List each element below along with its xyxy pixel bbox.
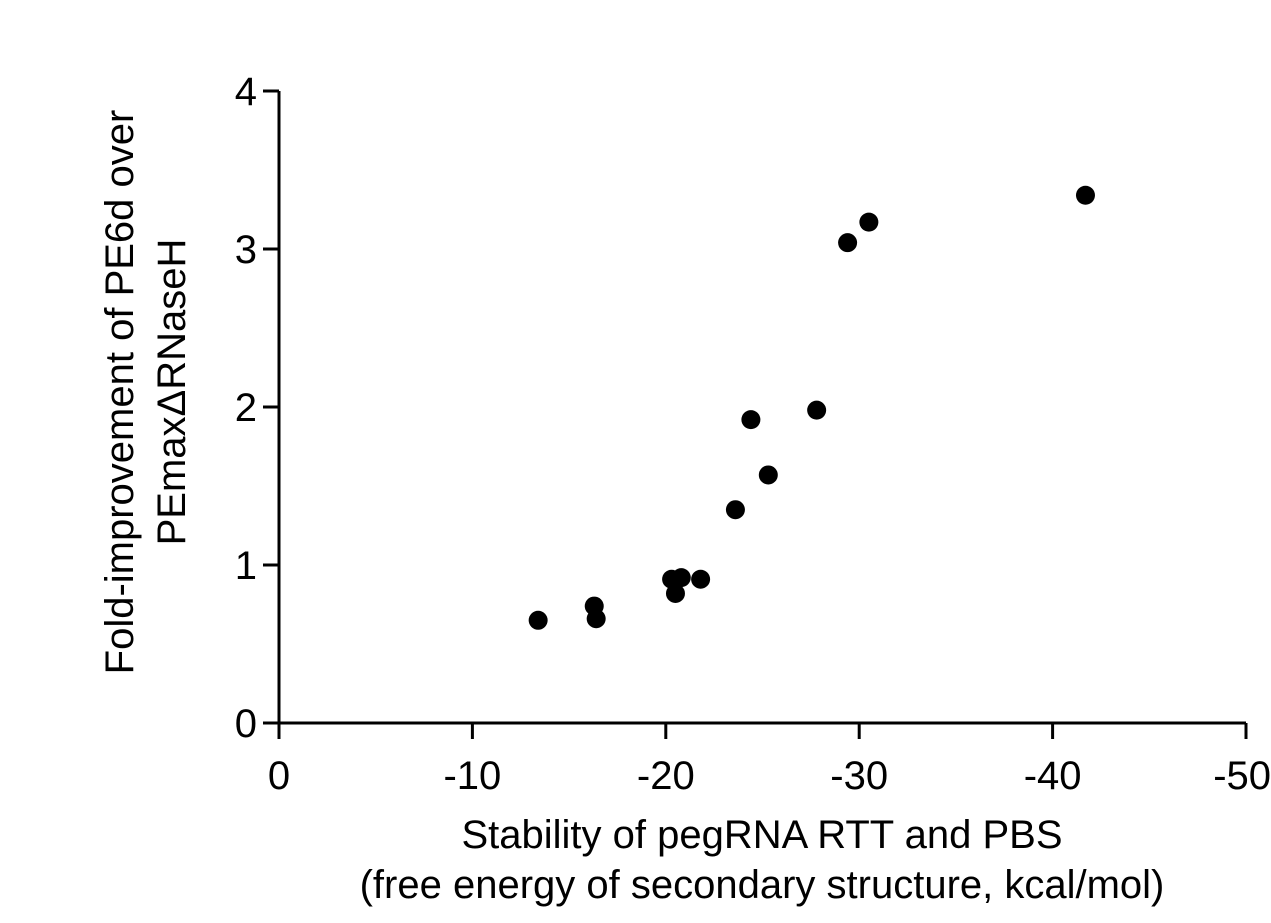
- data-point: [691, 569, 711, 589]
- x-tick-label: 0: [268, 754, 290, 798]
- y-ticks: 0 1 2 3 4: [235, 70, 279, 746]
- axes: [277, 91, 1246, 725]
- x-axis-title-line1: Stability of pegRNA RTT and PBS: [461, 813, 1062, 857]
- x-axis-title-line2: (free energy of secondary structure, kca…: [360, 863, 1165, 907]
- data-points: [528, 185, 1095, 630]
- y-tick-label: 3: [235, 228, 257, 272]
- y-axis-title-line1: Fold-improvement of PE6d over: [98, 110, 142, 675]
- data-point: [807, 400, 827, 420]
- data-point: [859, 212, 879, 232]
- x-tick-label: -50: [1213, 754, 1271, 798]
- x-tick-label: -10: [443, 754, 501, 798]
- x-tick-label: -20: [637, 754, 695, 798]
- y-tick-label: 1: [235, 544, 257, 588]
- data-point: [758, 465, 778, 485]
- data-point: [665, 583, 685, 603]
- x-tick-label: -40: [1024, 754, 1082, 798]
- data-point: [671, 568, 691, 588]
- x-tick-label: -30: [830, 754, 888, 798]
- data-point: [741, 410, 761, 430]
- y-tick-label: 0: [235, 702, 257, 746]
- y-axis-title-line2: PEmaxΔRNaseH: [150, 239, 194, 546]
- data-point: [586, 609, 606, 629]
- data-point: [1075, 185, 1095, 205]
- data-point: [528, 610, 548, 630]
- data-point: [838, 233, 858, 253]
- y-tick-label: 2: [235, 386, 257, 430]
- y-tick-label: 4: [235, 70, 257, 114]
- x-ticks: 0 -10 -20 -30 -40 -50: [268, 723, 1271, 798]
- data-point: [725, 500, 745, 520]
